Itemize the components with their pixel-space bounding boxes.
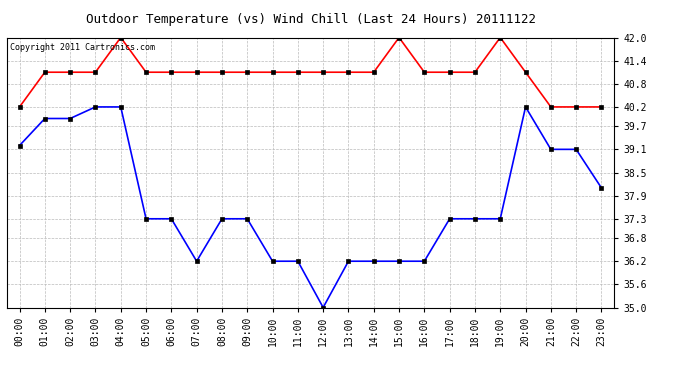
- Text: Copyright 2011 Cartronics.com: Copyright 2011 Cartronics.com: [10, 43, 155, 52]
- Text: Outdoor Temperature (vs) Wind Chill (Last 24 Hours) 20111122: Outdoor Temperature (vs) Wind Chill (Las…: [86, 13, 535, 26]
